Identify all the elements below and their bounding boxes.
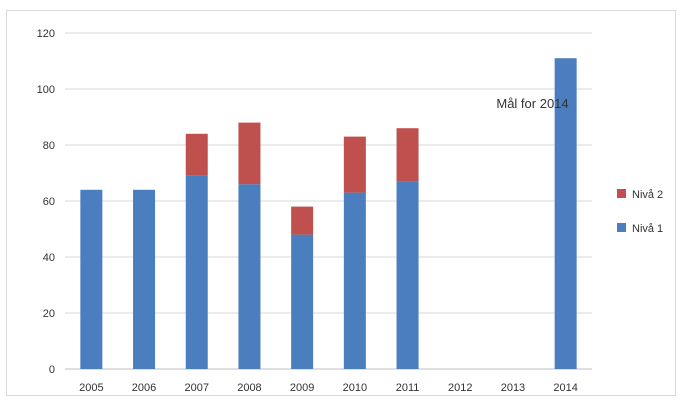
x-tick-label: 2007 — [185, 382, 209, 394]
bar-2008-series-1 — [238, 184, 261, 369]
bar-2010-series-2 — [343, 136, 366, 193]
x-tick-label: 2014 — [553, 382, 577, 394]
x-tick-label: 2012 — [448, 382, 472, 394]
bar-2014-series-1 — [554, 58, 577, 369]
x-tick-label: 2013 — [501, 382, 525, 394]
bar-2009-series-1 — [291, 234, 314, 369]
bar-2006-series-1 — [133, 189, 156, 369]
y-tick-label: 60 — [43, 196, 55, 208]
bar-2008-series-2 — [238, 122, 261, 185]
y-tick-label: 120 — [37, 28, 55, 40]
bar-2009-series-2 — [291, 206, 314, 235]
bar-2011-series-2 — [396, 128, 419, 182]
bar-2007-series-1 — [185, 175, 208, 369]
y-tick-label: 100 — [37, 84, 55, 96]
legend-swatch — [617, 189, 626, 198]
x-tick-label: 2005 — [79, 382, 103, 394]
x-tick-label: 2011 — [396, 382, 420, 394]
legend-label: Nivå 1 — [632, 223, 663, 235]
bars — [80, 58, 577, 369]
x-tick-label: 2006 — [132, 382, 156, 394]
bar-2011-series-1 — [396, 181, 419, 369]
bar-2010-series-1 — [343, 192, 366, 369]
x-tick-label: 2008 — [237, 382, 261, 394]
x-tick-label: 2009 — [290, 382, 314, 394]
legend-label: Nivå 2 — [632, 189, 663, 201]
bar-2005-series-1 — [80, 189, 103, 369]
y-tick-label: 0 — [49, 364, 55, 376]
x-tick-label: 2010 — [343, 382, 367, 394]
legend-swatch — [617, 223, 626, 232]
bar-2007-series-2 — [185, 133, 208, 176]
y-tick-label: 20 — [43, 308, 55, 320]
annotation-label: Mål for 2014 — [496, 96, 568, 111]
axes: 0 20 40 60 80 100 120 2005 2006 2007 2008 2009 2010 2… — [37, 28, 578, 394]
y-tick-label: 80 — [43, 140, 55, 152]
legend: Nivå 2 Nivå 1 — [617, 189, 663, 235]
y-tick-label: 40 — [43, 252, 55, 264]
